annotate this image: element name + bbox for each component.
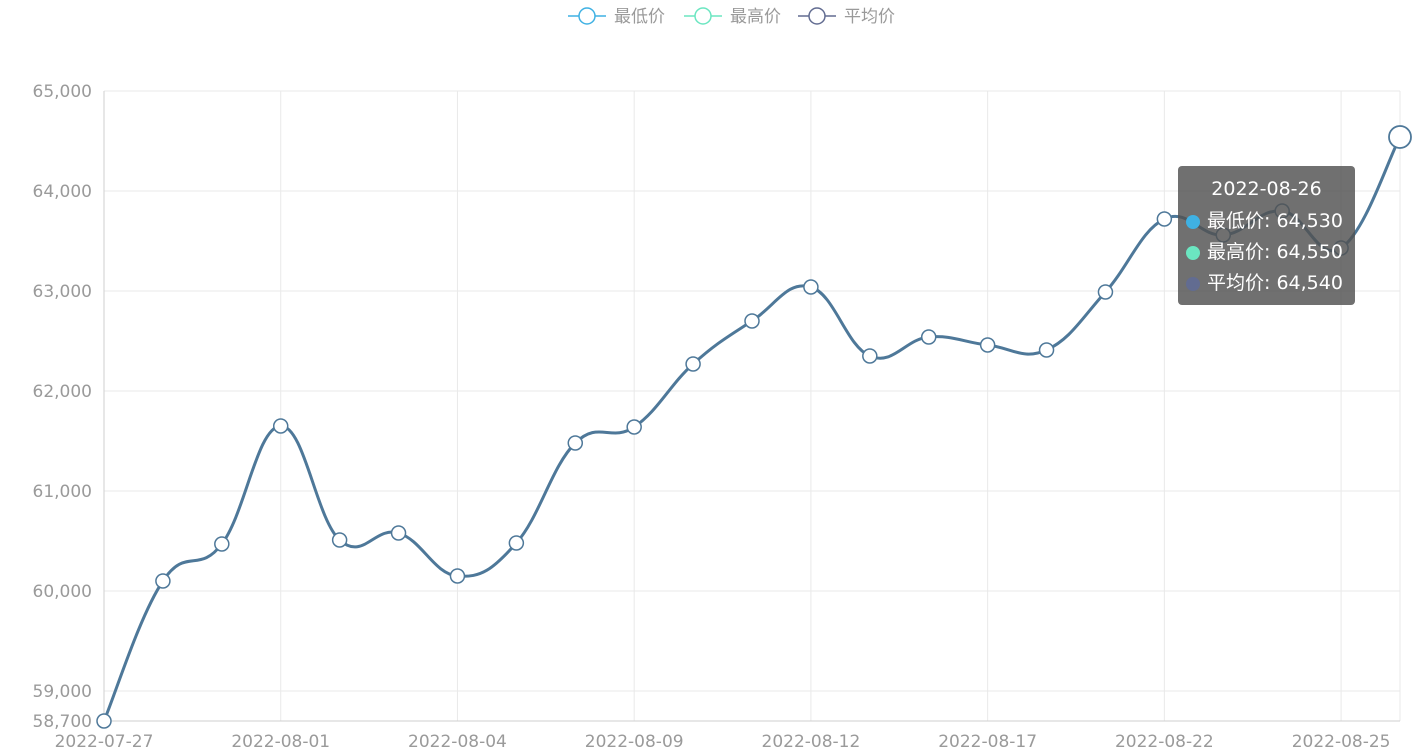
- x-tick-label: 2022-08-01: [231, 732, 330, 752]
- tooltip-title: 2022-08-26: [1211, 178, 1322, 200]
- series-color-dot-icon: [1186, 245, 1200, 260]
- y-tick-label: 58,700: [33, 712, 92, 732]
- y-tick-label: 62,000: [33, 382, 92, 402]
- x-tick-label: 2022-07-27: [55, 732, 154, 752]
- legend-label: 最低价: [614, 7, 665, 27]
- legend-circle-icon: [578, 7, 596, 25]
- grid-lines: [104, 90, 1401, 721]
- y-axis-tick-labels: 58,700 59,000 60,000 61,000 62,000 63,000 64,0…: [33, 82, 92, 732]
- x-tick-label: 2022-08-22: [1115, 732, 1214, 752]
- x-tick-label: 2022-08-09: [585, 732, 684, 752]
- legend-circle-icon: [808, 7, 826, 25]
- tooltip-row-max: 最高价: 64,550: [1178, 237, 1355, 268]
- tooltip-row-label: 平均价: 64,540: [1207, 272, 1343, 294]
- series-color-dot-icon: [1186, 214, 1200, 229]
- x-tick-label: 2022-08-12: [762, 732, 861, 752]
- data-point: [508, 535, 525, 551]
- data-point: [803, 279, 819, 295]
- y-tick-label: 60,000: [33, 582, 92, 602]
- data-point: [744, 313, 760, 329]
- data-point: [331, 532, 348, 548]
- data-point: [685, 356, 701, 372]
- data-point: [626, 419, 642, 435]
- x-tick-label: 2022-08-25: [1292, 732, 1391, 752]
- x-tick-label: 2022-08-17: [938, 732, 1037, 752]
- data-point: [214, 536, 230, 552]
- legend-item[interactable]: 最低价: [568, 7, 665, 27]
- data-point: [920, 329, 937, 345]
- tooltip-row-label: 最高价: 64,550: [1207, 241, 1343, 263]
- data-point: [155, 573, 171, 589]
- series-color-dot-icon: [1186, 276, 1200, 291]
- data-point: [272, 418, 289, 434]
- tooltip: 2022-08-26 最低价: 64,530 最高价: 64,550 平均价: …: [1178, 166, 1355, 305]
- legend-item[interactable]: 最高价: [684, 7, 781, 27]
- x-axis-tick-labels: 2022-07-27 2022-08-01 2022-08-04 2022-08-09…: [55, 732, 1391, 752]
- data-point: [1038, 342, 1055, 358]
- data-point: [862, 348, 878, 364]
- y-tick-label: 65,000: [33, 82, 92, 102]
- axes: [103, 91, 1400, 722]
- x-tick-label: 2022-08-04: [408, 732, 507, 752]
- data-point: [1097, 284, 1114, 300]
- legend-item[interactable]: 平均价: [798, 7, 895, 27]
- data-point: [567, 435, 584, 451]
- data-point: [96, 713, 112, 729]
- legend-label: 平均价: [844, 7, 895, 27]
- legend-label: 最高价: [730, 7, 781, 27]
- tooltip-row-avg: 平均价: 64,540: [1178, 268, 1355, 299]
- y-tick-label: 61,000: [33, 482, 92, 502]
- legend-circle-icon: [694, 7, 712, 25]
- data-point: [1156, 211, 1173, 227]
- data-point: [390, 525, 407, 541]
- data-point: [1388, 125, 1412, 149]
- data-point: [979, 337, 996, 353]
- tooltip-row-min: 最低价: 64,530: [1178, 206, 1355, 237]
- tooltip-row-label: 最低价: 64,530: [1207, 210, 1343, 232]
- y-tick-label: 63,000: [33, 282, 92, 302]
- legend[interactable]: 最低价 最高价 平均价: [568, 7, 895, 27]
- data-point: [449, 568, 466, 584]
- y-tick-label: 59,000: [33, 682, 92, 702]
- y-tick-label: 64,000: [33, 182, 92, 202]
